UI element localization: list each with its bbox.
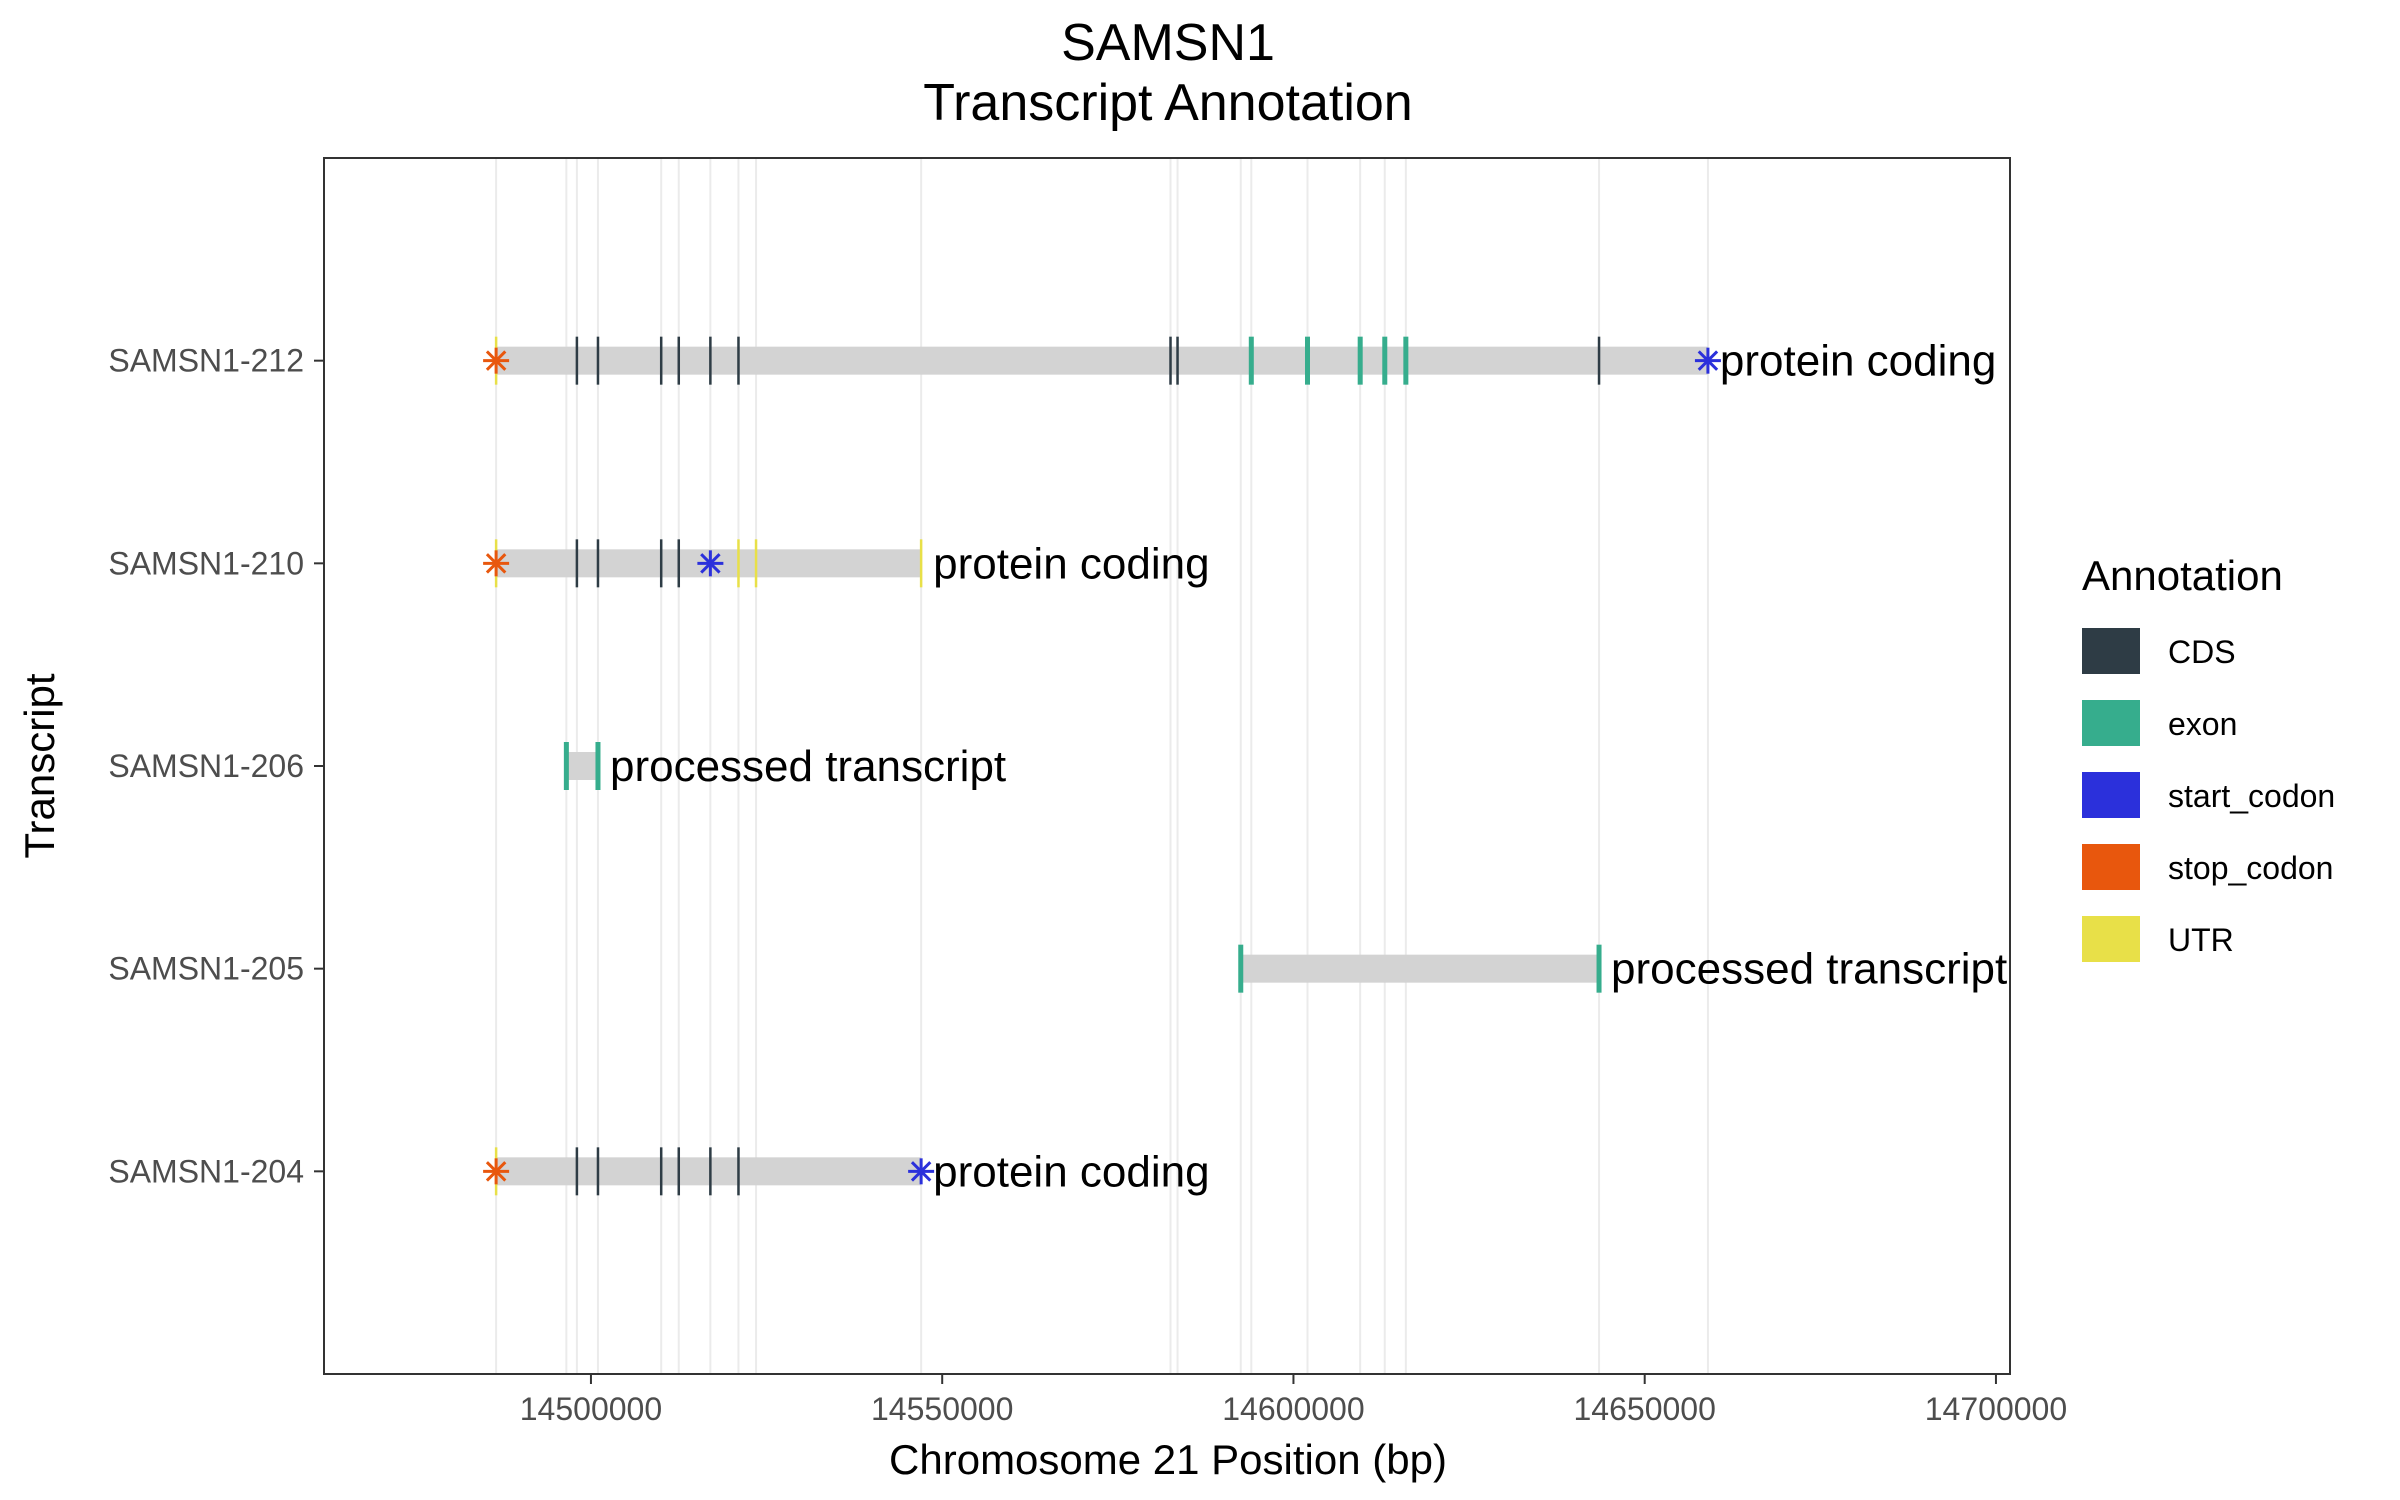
start-codon-marker — [1694, 347, 1721, 374]
y-tick-label: SAMSN1-212 — [108, 343, 304, 379]
feature-CDS — [677, 539, 681, 588]
transcript-track-SAMSN1-210: protein coding — [494, 539, 1210, 588]
stop-codon-marker-stroke — [485, 1161, 507, 1182]
feature-UTR — [919, 539, 923, 588]
x-tick-label: 14650000 — [1574, 1391, 1716, 1427]
feature-CDS — [1176, 336, 1179, 385]
x-axis-title: Chromosome 21 Position (bp) — [889, 1436, 1447, 1483]
x-tick-label: 14700000 — [1925, 1391, 2067, 1427]
y-tick-label: SAMSN1-210 — [108, 545, 304, 581]
y-axis-title: Transcript — [16, 673, 63, 858]
transcript-track-SAMSN1-206: processed transcript — [563, 742, 1006, 791]
stop-codon-marker-stroke — [485, 553, 507, 574]
feature-exon — [1403, 336, 1409, 385]
feature-CDS — [596, 336, 600, 385]
legend-swatch-stop-codon — [2082, 844, 2140, 890]
y-tick-label: SAMSN1-206 — [108, 748, 304, 784]
stop-codon-marker — [483, 1158, 510, 1185]
feature-exon — [1305, 336, 1310, 385]
legend-label: exon — [2168, 706, 2237, 742]
y-axis: SAMSN1-212 SAMSN1-210 SAMSN1-206 SAMSN1-205… — [108, 343, 324, 1189]
stop-codon-marker-stroke — [485, 350, 507, 371]
feature-exon — [1357, 336, 1363, 385]
transcript-biotype-label: protein coding — [933, 1147, 1209, 1196]
feature-UTR — [754, 539, 758, 588]
legend-label: CDS — [2168, 634, 2236, 670]
y-tick-label: SAMSN1-205 — [108, 951, 304, 987]
feature-CDS — [1169, 336, 1172, 385]
feature-CDS — [575, 1147, 579, 1196]
transcript-biotype-label: protein coding — [1720, 337, 1996, 386]
chart-subtitle: Transcript Annotation — [923, 74, 1412, 132]
feature-UTR — [737, 539, 740, 588]
feature-exon — [1382, 336, 1388, 385]
x-axis: 14500000 14550000 14600000 14650000 14700000 — [520, 1374, 2067, 1427]
transcript-track-SAMSN1-205: processed transcript — [1238, 944, 2007, 994]
feature-CDS — [709, 336, 712, 385]
legend-swatch-start-codon — [2082, 772, 2140, 818]
legend-swatch-utr — [2082, 916, 2140, 962]
transcript-body — [496, 1157, 922, 1186]
legend-label: start_codon — [2168, 778, 2335, 814]
feature-CDS — [575, 539, 579, 588]
transcript-biotype-label: protein coding — [933, 539, 1209, 588]
start-codon-marker-stroke — [700, 553, 721, 574]
feature-CDS — [677, 1147, 681, 1196]
legend-title: Annotation — [2082, 552, 2283, 599]
feature-exon — [1238, 944, 1244, 993]
transcript-body — [1240, 954, 1600, 983]
feature-exon — [1248, 336, 1254, 385]
start-codon-marker — [697, 550, 724, 577]
feature-CDS — [677, 336, 681, 385]
transcript-track-SAMSN1-212: protein coding — [494, 336, 1996, 386]
transcript-track-SAMSN1-204: protein coding — [494, 1147, 1210, 1196]
stop-codon-marker — [483, 550, 510, 577]
legend-swatch-exon — [2082, 700, 2140, 746]
legend-label: stop_codon — [2168, 850, 2333, 886]
feature-CDS — [737, 336, 740, 385]
legend: Annotation CDS exon start_codon stop_codon U… — [2082, 552, 2335, 962]
transcript-biotype-label: processed transcript — [610, 742, 1006, 791]
start-codon-marker-stroke — [1697, 350, 1719, 371]
legend-swatch-cds — [2082, 628, 2140, 674]
feature-CDS — [1597, 336, 1601, 385]
feature-CDS — [659, 336, 663, 385]
stop-codon-marker — [483, 347, 510, 374]
feature-CDS — [596, 1147, 600, 1196]
x-tick-label: 14500000 — [520, 1391, 662, 1427]
feature-CDS — [659, 1147, 663, 1196]
feature-CDS — [709, 1147, 712, 1196]
legend-label: UTR — [2168, 922, 2234, 958]
transcript-body — [496, 346, 1708, 375]
x-tick-label: 14600000 — [1222, 1391, 1364, 1427]
feature-exon — [595, 742, 601, 790]
chart-title: SAMSN1 — [1061, 14, 1275, 72]
feature-CDS — [737, 1147, 740, 1196]
start-codon-marker-stroke — [910, 1161, 932, 1182]
feature-CDS — [596, 539, 600, 588]
feature-exon — [563, 742, 569, 790]
start-codon-marker — [908, 1158, 935, 1185]
transcript-body — [566, 752, 598, 780]
transcript-biotype-label: processed transcript — [1611, 945, 2007, 994]
y-tick-label: SAMSN1-204 — [108, 1153, 304, 1189]
x-tick-label: 14550000 — [871, 1391, 1013, 1427]
transcript-tracks: protein coding protein coding processed tr… — [483, 336, 2007, 1196]
feature-CDS — [659, 539, 663, 588]
feature-CDS — [575, 336, 579, 385]
feature-exon — [1596, 944, 1602, 993]
